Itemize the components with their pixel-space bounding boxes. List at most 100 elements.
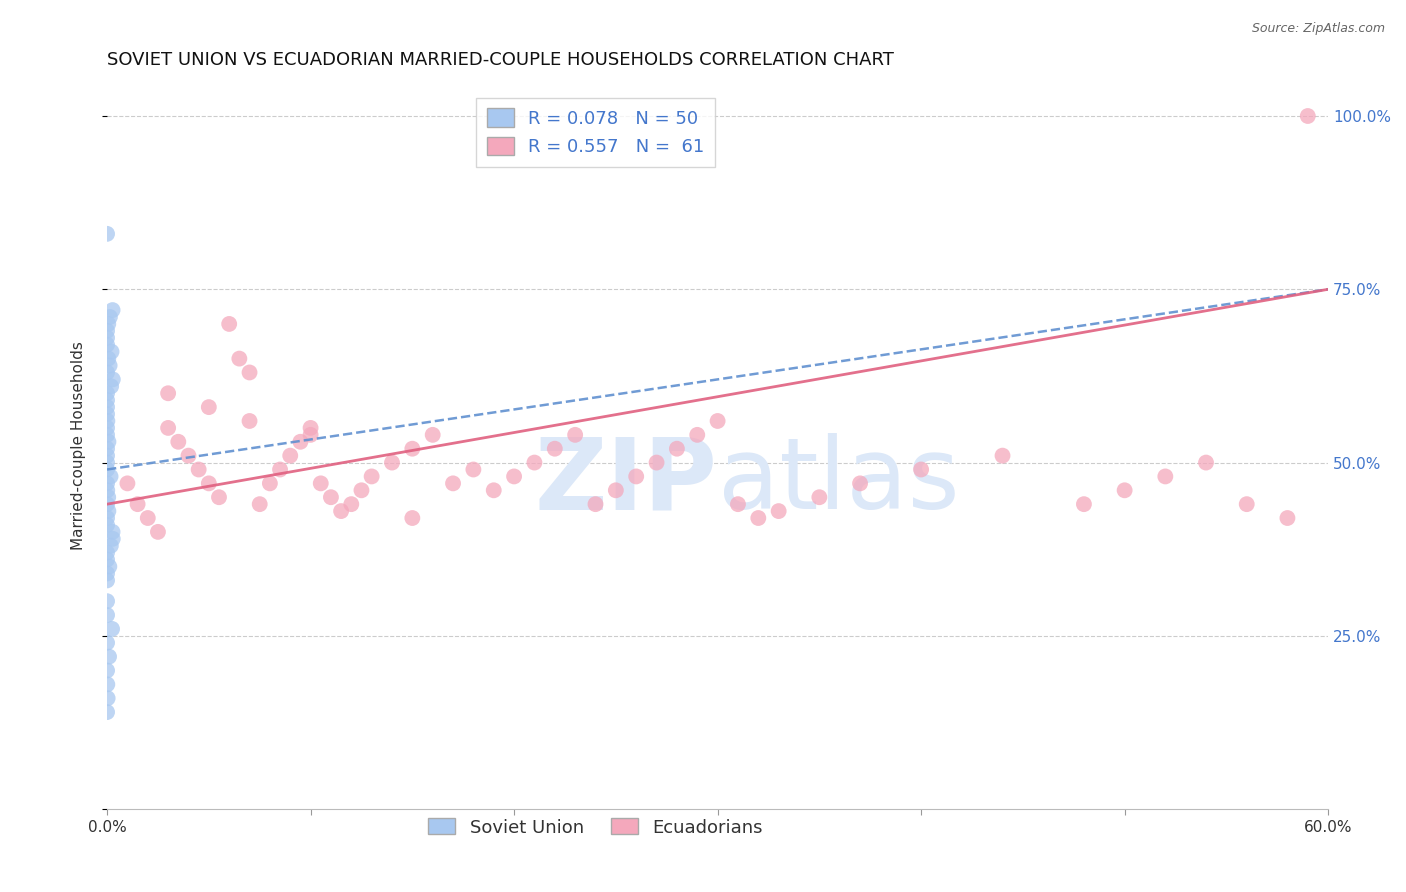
Point	[910, 462, 932, 476]
Point	[624, 469, 647, 483]
Point	[98, 359, 121, 373]
Point	[290, 434, 312, 449]
Point	[564, 427, 586, 442]
Point	[747, 511, 769, 525]
Point	[401, 511, 423, 525]
Text: SOVIET UNION VS ECUADORIAN MARRIED-COUPLE HOUSEHOLDS CORRELATION CHART: SOVIET UNION VS ECUADORIAN MARRIED-COUPL…	[107, 51, 894, 69]
Point	[96, 442, 118, 456]
Point	[96, 664, 118, 678]
Point	[249, 497, 271, 511]
Point	[101, 372, 124, 386]
Point	[1296, 109, 1319, 123]
Point	[463, 462, 485, 476]
Point	[422, 427, 444, 442]
Point	[167, 434, 190, 449]
Point	[401, 442, 423, 456]
Text: Source: ZipAtlas.com: Source: ZipAtlas.com	[1251, 22, 1385, 36]
Point	[97, 691, 120, 706]
Point	[706, 414, 728, 428]
Point	[96, 546, 118, 560]
Point	[136, 511, 159, 525]
Point	[228, 351, 250, 366]
Point	[96, 400, 118, 414]
Point	[96, 427, 118, 442]
Point	[278, 449, 301, 463]
Point	[1114, 483, 1136, 498]
Point	[97, 434, 120, 449]
Point	[360, 469, 382, 483]
Point	[503, 469, 526, 483]
Point	[96, 705, 118, 719]
Point	[96, 366, 118, 380]
Point	[198, 476, 221, 491]
Point	[96, 608, 118, 623]
Point	[101, 532, 124, 546]
Point	[117, 476, 139, 491]
Point	[991, 449, 1014, 463]
Point	[98, 649, 121, 664]
Point	[350, 483, 373, 498]
Point	[96, 462, 118, 476]
Point	[1073, 497, 1095, 511]
Point	[96, 518, 118, 533]
Point	[768, 504, 790, 518]
Point	[96, 227, 118, 241]
Point	[157, 386, 180, 401]
Point	[299, 427, 322, 442]
Point	[100, 539, 122, 553]
Point	[96, 337, 118, 351]
Point	[330, 504, 353, 518]
Point	[157, 421, 180, 435]
Point	[96, 497, 118, 511]
Point	[187, 462, 209, 476]
Point	[585, 497, 607, 511]
Point	[808, 490, 831, 504]
Point	[849, 476, 872, 491]
Point	[605, 483, 627, 498]
Point	[259, 476, 281, 491]
Point	[96, 566, 118, 581]
Point	[98, 310, 121, 324]
Point	[96, 456, 118, 470]
Point	[1236, 497, 1258, 511]
Point	[97, 317, 120, 331]
Point	[100, 379, 122, 393]
Point	[96, 552, 118, 566]
Point	[523, 456, 546, 470]
Point	[96, 421, 118, 435]
Point	[96, 574, 118, 588]
Point	[96, 511, 118, 525]
Point	[96, 483, 118, 498]
Point	[269, 462, 291, 476]
Y-axis label: Married-couple Households: Married-couple Households	[72, 341, 86, 549]
Point	[98, 559, 121, 574]
Point	[96, 407, 118, 421]
Text: ZIP: ZIP	[534, 434, 717, 530]
Point	[101, 524, 124, 539]
Point	[686, 427, 709, 442]
Point	[340, 497, 363, 511]
Point	[1154, 469, 1177, 483]
Text: atlas: atlas	[717, 434, 959, 530]
Legend: Soviet Union, Ecuadorians: Soviet Union, Ecuadorians	[420, 811, 770, 844]
Point	[97, 504, 120, 518]
Point	[101, 303, 124, 318]
Point	[299, 421, 322, 435]
Point	[96, 677, 118, 691]
Point	[96, 476, 118, 491]
Point	[97, 351, 120, 366]
Point	[100, 344, 122, 359]
Point	[238, 414, 260, 428]
Point	[96, 393, 118, 408]
Point	[96, 386, 118, 401]
Point	[727, 497, 749, 511]
Point	[96, 414, 118, 428]
Point	[218, 317, 240, 331]
Point	[101, 622, 124, 636]
Point	[309, 476, 332, 491]
Point	[127, 497, 149, 511]
Point	[544, 442, 567, 456]
Point	[96, 449, 118, 463]
Point	[96, 331, 118, 345]
Point	[1277, 511, 1299, 525]
